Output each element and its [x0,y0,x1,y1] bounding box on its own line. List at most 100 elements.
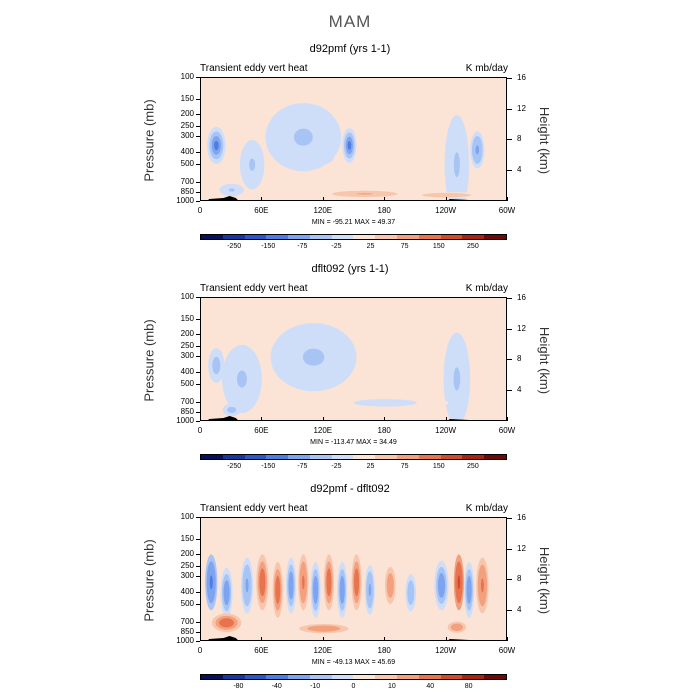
panel-title: dflt092 (yrs 1-1) [311,263,389,275]
colorbar-label: 25 [366,243,375,250]
colorbar-label: 40 [426,683,435,690]
contour-blob [302,575,305,590]
colorbar-swatch [244,455,267,459]
x-tick-label: 60W [498,426,516,435]
contour-blob [276,582,280,597]
y-tick-mark [196,346,200,348]
colorbar-swatch [222,455,245,459]
colorbar-label: -25 [331,463,342,470]
contour-blob [480,578,484,593]
x-tick-mark [445,417,447,421]
colorbar-swatch [375,455,398,459]
colorbar-swatch [440,235,463,239]
contour-blob [439,579,444,592]
colorbar-label: 75 [400,463,409,470]
variable-label: Transient eddy vert heat [200,283,308,294]
colorbar-swatch [244,675,267,679]
colorbar-label: 80 [464,683,473,690]
colorbar-swatch [397,455,419,459]
colorbar-label: -150 [261,243,276,250]
y-tick-mark [196,151,200,153]
contour-blob [457,575,461,590]
y-tick-label: 100 [180,512,194,521]
colorbar-label: -80 [233,683,244,690]
colorbar-swatch [353,455,376,459]
x-tick-mark [322,417,324,421]
colorbar-label: 10 [387,683,396,690]
contour-blob [209,575,213,590]
contour-blob [453,152,460,178]
colorbar-label: -75 [297,463,308,470]
contour-blob [302,348,325,366]
y-tick-mark [196,576,200,578]
y-tick-mark [196,77,200,78]
contour-blob [245,578,249,593]
y-tick-label: 12 [517,323,526,333]
x-tick-label: 60W [498,646,516,655]
x-tick-label: 120W [435,646,457,655]
colorbar-swatch [331,675,354,679]
y-tick-label: 200 [180,329,194,339]
y-tick-mark [196,632,200,634]
y-tick-mark [196,412,200,414]
y-tick-label: 700 [180,396,194,406]
y-tick-label: 500 [180,378,194,388]
colorbar-swatch [462,235,485,239]
y-tick-mark [196,383,200,385]
y-tick-label: 8 [517,354,522,364]
y-tick-mark [507,77,512,79]
y-tick-label: 700 [180,176,194,186]
contour-blob [229,408,234,412]
colorbar-swatch [484,675,506,679]
y-tick-mark [196,136,200,138]
x-tick-mark [445,637,447,641]
x-tick-label: 120W [435,206,457,215]
x-tick-label: 180 [377,206,391,215]
min-max-label: MIN = -49.13 MAX = 45.69 [311,659,396,666]
y-tick-label: 300 [180,351,194,361]
y-tick-label: 300 [180,571,194,581]
y-tick-label: 500 [180,158,194,168]
y-tick-label: 400 [180,366,194,376]
colorbar-label: -25 [331,243,342,250]
colorbar-swatch [375,675,398,679]
y-tick-mark [196,201,200,202]
topography-mask [208,416,238,420]
colorbar-swatch [222,675,245,679]
contour-blob [347,141,352,150]
colorbar-swatch [418,675,441,679]
contour-blob [236,370,247,388]
y-tick-mark [196,181,200,183]
y-tick-label: 150 [180,313,194,323]
contour-blob [340,582,344,597]
colorbar-swatch [375,235,398,239]
y-tick-mark [196,297,200,298]
units-label: K mb/day [465,283,508,294]
colorbar-swatch [288,235,310,239]
colorbar-label: 150 [432,463,445,470]
colorbar-label: -250 [227,463,242,470]
y-tick-mark [507,548,512,550]
contour-blob [293,128,313,146]
contour-blob [225,586,229,599]
contour-blob [214,140,219,151]
y-tick-label: 16 [517,72,526,82]
contour-blob [409,586,413,599]
y-tick-label: 200 [180,109,194,119]
colorbar-swatch [462,455,485,459]
contour-blob [475,145,480,155]
x-tick-mark [507,637,508,641]
x-tick-label: 60E [254,206,269,215]
y-tick-mark [196,603,200,605]
topography-mask [208,196,238,200]
contour-blob [249,158,256,171]
units-label: K mb/day [465,63,508,74]
contour-blob [453,367,461,391]
colorbar-swatch [266,235,289,239]
colorbar-label: 25 [366,463,375,470]
y-tick-mark [196,538,200,540]
x-tick-mark [507,197,508,201]
colorbar-swatch [201,235,223,239]
y-tick-label: 850 [180,407,194,417]
y-tick-label: 8 [517,574,522,584]
